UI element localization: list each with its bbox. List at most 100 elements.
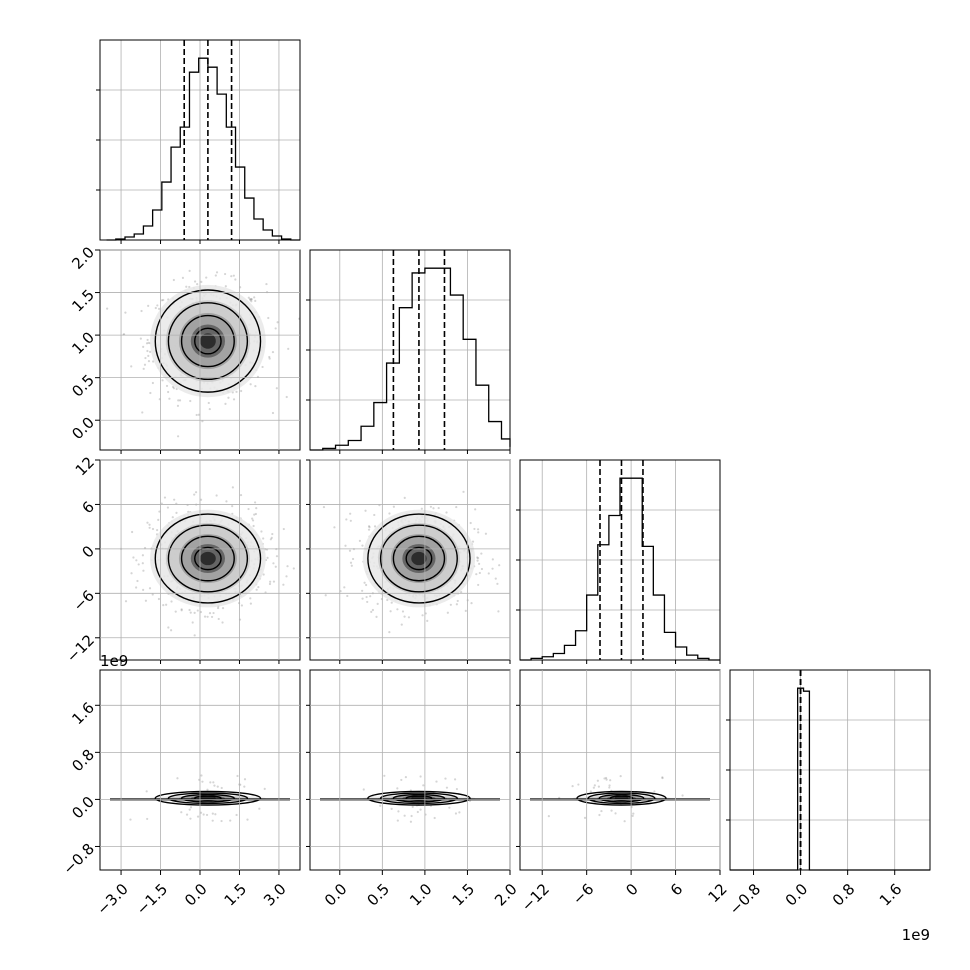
contour-line-1-0-2 [167,302,249,381]
scatter-point-2-1-676 [487,572,490,575]
histogram-step-0 [106,57,300,241]
scatter-point-3-1-19 [422,784,425,787]
scatter-point-1-0-218 [267,316,270,320]
scatter-point-2-0-559 [194,491,198,494]
contour-line-2-1-1 [392,535,446,582]
scatter-point-1-0-357 [147,341,150,344]
scatter-point-1-0-444 [141,411,144,414]
scatter-point-1-0-261 [232,274,235,277]
scatter-point-3-1-5 [445,786,449,789]
contour-line-2-0-3 [154,513,262,604]
scatter-point-2-0-61 [253,513,256,516]
scatter-point-1-0-5 [147,354,150,357]
scatter-point-3-2-34 [547,814,550,818]
scatter-point-1-0-196 [285,395,288,399]
scatter-point-1-0-287 [234,278,237,281]
scatter-point-2-1-288 [403,615,406,618]
scatter-point-1-0-598 [146,349,149,353]
scatter-point-3-2-10 [589,790,592,793]
scatter-point-2-1-545 [375,615,378,618]
scatter-point-1-0-641 [268,357,271,360]
scatter-point-3-0-17 [213,784,216,787]
scatter-point-2-0-270 [268,582,272,586]
scatter-point-1-0-55 [250,297,253,301]
scatter-point-2-1-587 [477,583,480,587]
y-offset-label-1e9: 1e9 [100,652,128,670]
scatter-point-1-0-565 [274,327,277,330]
scatter-point-3-1-29 [404,776,407,779]
scatter-point-2-0-84 [249,602,252,605]
scatter-point-3-0-27 [189,806,193,809]
panel-content-2-1 [322,490,501,634]
scatter-point-3-1-31 [454,812,458,815]
scatter-point-2-0-649 [272,562,275,565]
scatter-point-2-1-238 [445,511,448,514]
scatter-point-1-0-443 [142,367,145,370]
scatter-point-2-1-484 [400,623,403,626]
scatter-point-3-0-31 [243,778,247,781]
contour-line-3-0-2 [167,792,249,805]
scatter-point-1-0-502 [168,397,171,400]
scatter-point-1-0-159 [143,363,147,366]
contour-line-2-0-1 [180,535,235,582]
scatter-point-2-1-349 [361,544,364,547]
scatter-point-3-2-33 [608,786,611,789]
scatter-point-1-0-384 [253,296,256,299]
scatter-point-1-0-561 [224,402,227,405]
scatter-point-2-0-681 [208,612,212,615]
scatter-point-1-0-185 [271,350,275,354]
scatter-point-1-0-126 [250,298,253,301]
scatter-point-2-0-549 [217,617,220,621]
scatter-point-3-0-39 [235,813,238,817]
scatter-point-3-1-22 [409,820,413,823]
scatter-point-2-1-18 [343,586,346,589]
scatter-point-2-0-457 [252,524,255,528]
scatter-point-2-1-461 [484,532,488,535]
scatter-point-3-1-35 [416,810,419,814]
scatter-point-2-0-224 [255,588,258,591]
scatter-point-1-0-279 [156,304,159,307]
scatter-point-2-0-463 [286,565,289,568]
scatter-point-2-1-146 [491,567,494,570]
scatter-point-1-0-189 [176,404,180,407]
scatter-point-2-1-156 [350,564,353,567]
scatter-point-2-0-219 [142,588,145,591]
panel-grid-3-0 [100,670,300,870]
scatter-point-2-1-222 [349,512,352,515]
scatter-point-1-0-329 [149,391,152,395]
scatter-point-1-0-596 [261,365,264,369]
scatter-point-2-0-395 [199,610,203,614]
scatter-point-2-1-174 [345,518,348,521]
scatter-point-2-0-607 [254,512,258,516]
scatter-point-1-0-48 [227,396,230,399]
scatter-point-2-1-19 [333,526,336,529]
scatter-point-3-1-7 [403,814,406,817]
density-shade-1-0-4 [200,333,216,349]
scatter-point-1-0-40 [249,298,252,302]
contour-line-1-0-1 [180,314,235,368]
scatter-point-2-0-321 [257,586,260,589]
histogram-step-3 [730,687,930,871]
scatter-point-2-0-522 [274,565,277,568]
scatter-point-3-0-14 [146,817,149,821]
scatter-point-3-2-7 [661,776,664,779]
scatter-point-3-1-32 [419,808,422,811]
contour-line-2-1-0 [405,546,433,571]
scatter-point-2-0-119 [262,573,265,576]
scatter-point-1-0-115 [161,379,164,382]
scatter-point-2-0-6 [275,555,279,558]
scatter-point-2-1-589 [349,519,352,522]
scatter-point-2-0-14 [151,593,154,596]
scatter-point-3-1-25 [396,787,399,790]
scatter-point-2-0-381 [148,526,151,529]
scatter-point-1-0-221 [254,385,257,388]
scatter-point-2-0-573 [135,559,138,562]
scatter-point-3-2-20 [653,790,656,793]
scatter-point-2-0-228 [269,580,272,583]
scatter-point-3-1-28 [419,775,422,778]
scatter-point-1-0-451 [276,321,279,324]
scatter-point-3-2-25 [600,809,603,813]
contour-line-3-2-3 [576,790,667,806]
scatter-point-3-0-16 [216,785,219,788]
scatter-point-3-0-18 [246,818,249,821]
